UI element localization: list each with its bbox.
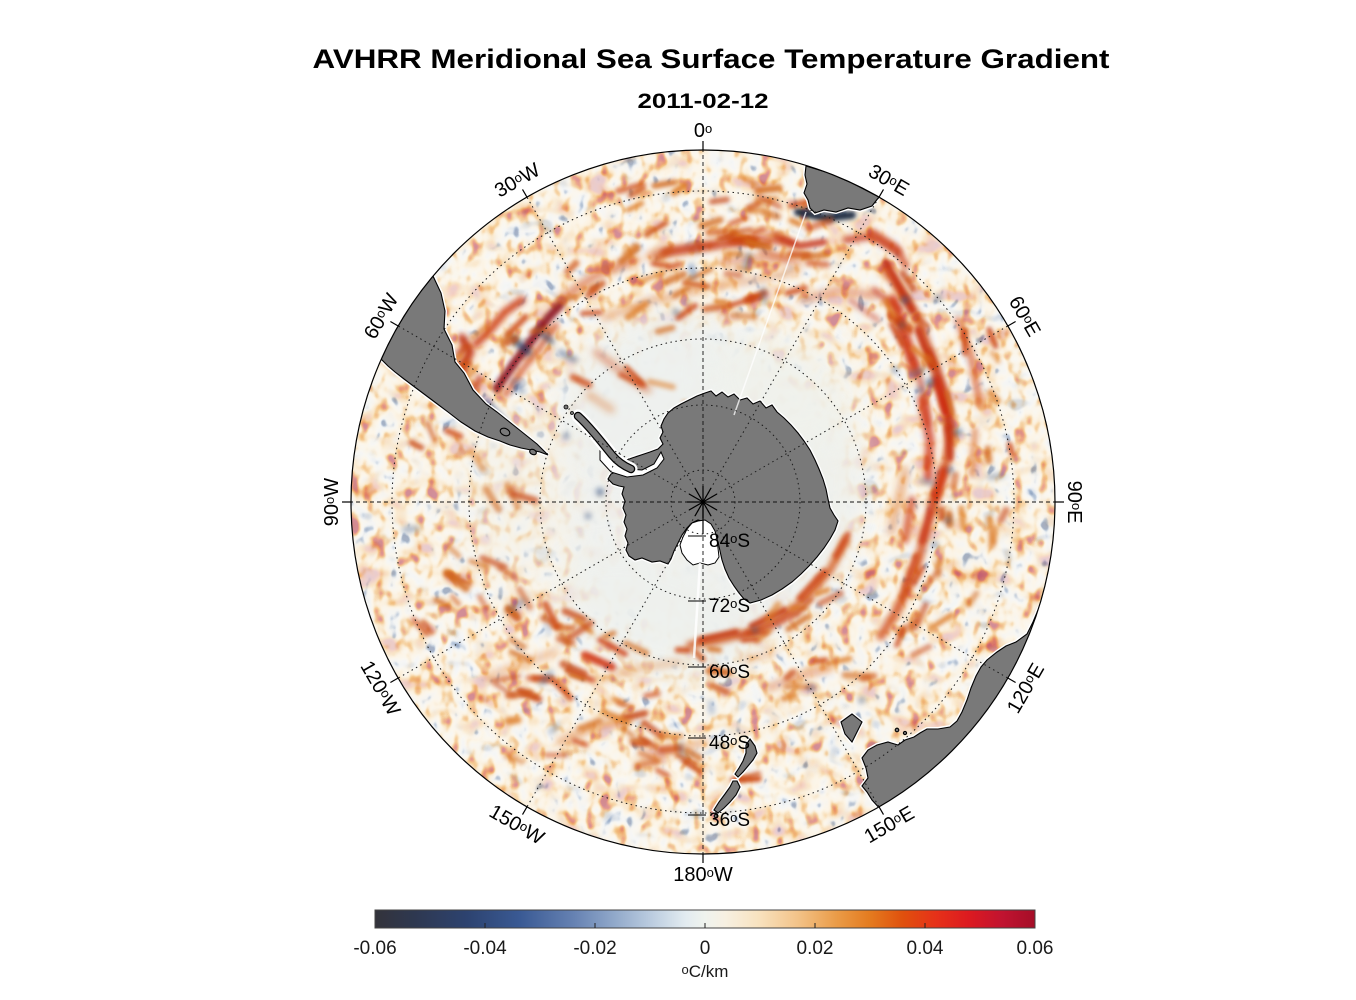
- svg-text:0.04: 0.04: [907, 938, 944, 959]
- svg-text:0.06: 0.06: [1017, 938, 1054, 959]
- svg-text:0o: 0o: [694, 120, 712, 142]
- svg-text:0.02: 0.02: [797, 938, 834, 959]
- svg-text:-0.06: -0.06: [353, 938, 396, 959]
- svg-text:0: 0: [700, 938, 711, 959]
- svg-text:-0.02: -0.02: [573, 938, 616, 959]
- svg-text:180oW: 180oW: [673, 864, 733, 886]
- svg-text:72oS: 72oS: [709, 596, 750, 617]
- svg-text:60oS: 60oS: [709, 662, 750, 683]
- svg-text:48oS: 48oS: [709, 733, 750, 754]
- svg-text:oC/km: oC/km: [682, 962, 729, 981]
- svg-text:90oW: 90oW: [321, 478, 343, 526]
- svg-text:2011-02-12: 2011-02-12: [638, 90, 769, 113]
- svg-text:84oS: 84oS: [709, 531, 750, 552]
- svg-text:90oE: 90oE: [1063, 481, 1085, 524]
- svg-text:-0.04: -0.04: [463, 938, 507, 959]
- svg-text:AVHRR Meridional Sea Surface T: AVHRR Meridional Sea Surface Temperature…: [313, 44, 1110, 74]
- svg-text:36oS: 36oS: [709, 810, 750, 831]
